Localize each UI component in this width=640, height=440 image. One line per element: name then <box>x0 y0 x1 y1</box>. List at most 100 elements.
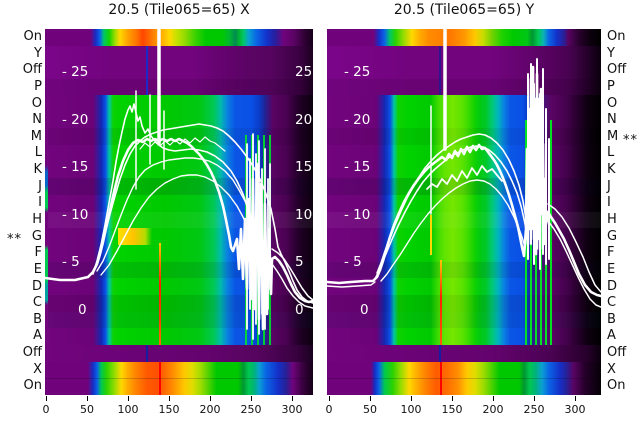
row-labels-left: On Y Off P O N M L K J I H G F E D C B A Off X On <box>0 0 42 440</box>
row-label: J <box>38 178 42 194</box>
row-label: J <box>607 178 611 194</box>
row-label: B <box>33 311 42 327</box>
blue-tick <box>146 345 148 362</box>
row-label: D <box>31 278 42 294</box>
y-tick-label: - 25 <box>344 64 371 80</box>
row-label: K <box>607 162 616 178</box>
row-label: L <box>607 145 615 161</box>
row-labels-right: On Y Off P O N M L K J I H G F E D C B A Off X On <box>607 0 640 440</box>
row-label: H <box>32 211 42 227</box>
row-label: K <box>33 162 42 178</box>
x-tick-label: 150 <box>441 403 463 416</box>
row-label: M <box>30 128 42 144</box>
overlay-lines-y <box>327 29 601 308</box>
row-label: I <box>38 195 42 211</box>
y-tick-label: - 20 <box>344 111 371 128</box>
y-tick-label: - 20 <box>62 111 89 128</box>
row-label: M <box>607 128 619 144</box>
row-label: On <box>23 378 42 394</box>
row-label: On <box>607 29 626 44</box>
y-tick-label: - 10 <box>62 206 89 223</box>
row-label: Y <box>34 45 42 61</box>
row-label: O <box>607 95 618 111</box>
star-marker-left: ** <box>7 232 22 247</box>
row-seam <box>45 378 313 379</box>
heatmap-strip-bottom <box>45 362 313 395</box>
row-label: G <box>607 228 618 244</box>
y-tick-labels-x-right: 25 20 15 10 5 0 <box>295 29 313 395</box>
x-tick-label: 0 <box>325 403 333 416</box>
blue-tick <box>439 345 441 362</box>
x-tick-label: 100 <box>117 403 139 416</box>
row-label: B <box>607 311 616 327</box>
row-label: X <box>33 361 42 377</box>
row-label: F <box>34 245 42 261</box>
row-label: C <box>607 295 617 311</box>
y-tick-label: 0 <box>295 301 304 318</box>
y-tick-label: 0 <box>78 301 87 318</box>
x-tick-label: 150 <box>158 403 180 416</box>
y-tick-label: - 5 <box>344 254 362 270</box>
y-tick-label: - 15 <box>344 159 371 175</box>
row-label: Off <box>607 62 627 78</box>
x-tick-labels-left: 0 50 100 150 200 250 300 <box>0 403 640 419</box>
x-tick-labels-right: 0 50 100 150 200 250 300 <box>0 403 640 419</box>
x-tick-label: 300 <box>564 403 586 416</box>
row-label: L <box>34 145 42 161</box>
row-label: P <box>34 78 42 94</box>
overlay-lines-x <box>45 29 313 340</box>
y-tick-label: 15 <box>295 159 313 175</box>
heatmap-purple-band-bottom <box>327 345 601 362</box>
row-label: C <box>32 295 42 311</box>
row-label: Off <box>22 345 42 361</box>
red-line <box>440 260 442 345</box>
row-label: Off <box>607 345 627 361</box>
y-tick-label: 25 <box>295 64 313 80</box>
row-label: H <box>607 211 617 227</box>
row-label: On <box>607 378 626 394</box>
row-label: O <box>31 95 42 111</box>
x-tick-label: 50 <box>363 403 377 416</box>
row-label: A <box>33 328 42 344</box>
row-label: G <box>31 228 42 244</box>
row-seam <box>327 378 601 379</box>
panel-title-x: 20.5 (Tile065=65) X <box>108 2 250 18</box>
star-marker-right: ** <box>623 133 638 148</box>
red-line <box>159 243 161 345</box>
heatmap-strip-top <box>45 29 313 46</box>
red-line-strip <box>159 362 161 395</box>
row-label: A <box>607 328 616 344</box>
row-label: N <box>32 112 42 128</box>
left-edge-sliver <box>45 95 48 345</box>
x-tick-label: 100 <box>400 403 422 416</box>
y-tick-label: 10 <box>295 206 313 223</box>
heatmap-purple-band-bottom <box>45 345 313 362</box>
row-label: N <box>607 112 617 128</box>
row-label: I <box>607 195 611 211</box>
y-tick-label: - 25 <box>62 64 89 80</box>
blue-tick <box>439 46 441 95</box>
row-label: Off <box>22 62 42 78</box>
x-tick-label: 0 <box>42 403 50 416</box>
y-tick-label: - 15 <box>62 159 89 175</box>
row-label: D <box>607 278 618 294</box>
center-highlight-column <box>430 95 480 345</box>
x-tick-label: 200 <box>482 403 504 416</box>
y-tick-label: 0 <box>360 301 369 318</box>
row-label: P <box>607 78 615 94</box>
row-label: E <box>607 261 616 277</box>
heatmap-strip-bottom <box>327 362 601 395</box>
row-label: Y <box>607 45 615 61</box>
x-tick-label: 300 <box>281 403 303 416</box>
row-label: On <box>23 29 42 44</box>
x-tick-label: 250 <box>523 403 545 416</box>
x-tick-label: 50 <box>80 403 94 416</box>
y-tick-label: 5 <box>295 254 304 270</box>
heatmap-strip-top <box>327 29 601 46</box>
row-label: X <box>607 361 616 377</box>
y-tick-label: - 10 <box>344 206 371 223</box>
x-tick-label: 250 <box>240 403 262 416</box>
blue-tick <box>146 46 148 95</box>
red-line-strip <box>440 362 442 395</box>
